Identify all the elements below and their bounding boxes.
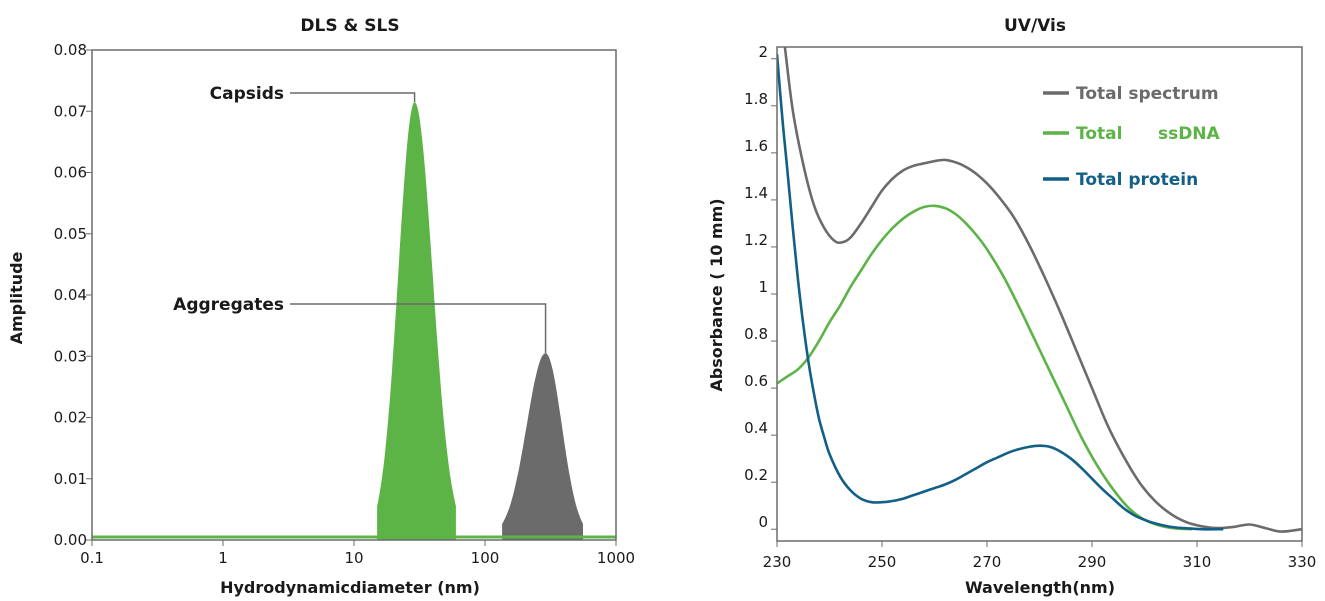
- uvvis-x-tick-label: 270: [973, 553, 1002, 571]
- legend-label-total-spectrum: Total spectrum: [1076, 84, 1219, 104]
- uvvis-x-tick-label: 230: [763, 553, 792, 571]
- dls-series-areas: [377, 102, 583, 540]
- dls-x-tick-label: 100: [471, 549, 500, 567]
- uvvis-y-tick-label: 0.4: [744, 419, 768, 437]
- uvvis-x-tick-label: 290: [1078, 553, 1107, 571]
- dls-sls-chart: DLS & SLS 0.1 1 10 100 1000 0.00 0.01 0.02 0.03…: [7, 16, 635, 597]
- legend-label-total-ssdna: Total ssDNA: [1076, 124, 1221, 144]
- dls-peak-aggregates: [502, 353, 583, 540]
- dls-x-tick-label: 1: [218, 549, 228, 567]
- dls-x-axis-label: Hydrodynamicdiameter (nm): [220, 578, 480, 597]
- dls-x-tick-label: 10: [344, 549, 363, 567]
- dls-y-tick-label: 0.07: [54, 102, 87, 120]
- dls-y-tick-label: 0.00: [54, 531, 87, 549]
- uvvis-y-tick-label: 0.2: [744, 466, 768, 484]
- dls-y-tick-label: 0.01: [54, 470, 87, 488]
- uvvis-y-tick-label: 1.8: [744, 90, 768, 108]
- uvvis-y-tick-label: 0: [758, 513, 768, 531]
- uvvis-y-tick-label: 2: [758, 43, 768, 61]
- dls-y-tick-label: 0.04: [54, 286, 87, 304]
- uvvis-y-tick-label: 1.6: [744, 137, 768, 155]
- uvvis-y-tick-label: 1.4: [744, 184, 768, 202]
- capsids-leader-line: [290, 93, 415, 102]
- uvvis-chart-title: UV/Vis: [1004, 16, 1066, 36]
- uvvis-y-tick-label: 1.2: [744, 231, 768, 249]
- dls-y-ticks: 0.00 0.01 0.02 0.03 0.04 0.05 0.06 0.07 0.08: [54, 41, 92, 549]
- uvvis-x-tick-label: 310: [1183, 553, 1212, 571]
- dls-x-tick-label: 1000: [597, 549, 635, 567]
- uvvis-y-tick-label: 1: [758, 278, 768, 296]
- uvvis-y-tick-label: 0.6: [744, 372, 768, 390]
- uvvis-x-tick-label: 330: [1288, 553, 1317, 571]
- uvvis-y-axis-label: Absorbance ( 10 mm): [707, 198, 726, 391]
- dls-y-axis-label: Amplitude: [7, 251, 26, 344]
- dls-chart-title: DLS & SLS: [300, 16, 399, 36]
- aggregates-label: Aggregates: [173, 295, 284, 315]
- uvvis-y-ticks: 0 0.2 0.4 0.6 0.8 1 1.2 1.4 1.6 1.8 2: [744, 43, 777, 531]
- dls-y-tick-label: 0.08: [54, 41, 87, 59]
- dls-y-tick-label: 0.05: [54, 225, 87, 243]
- legend-label-total-protein: Total protein: [1076, 170, 1198, 190]
- uvvis-x-tick-label: 250: [868, 553, 897, 571]
- dls-y-tick-label: 0.03: [54, 347, 87, 365]
- capsids-label: Capsids: [210, 84, 284, 104]
- uvvis-plot-frame: [777, 47, 1302, 541]
- uvvis-line-total-ssdna: [777, 206, 1192, 529]
- uvvis-line-total-spectrum: [785, 47, 1302, 532]
- dls-x-tick-label: 0.1: [80, 549, 104, 567]
- dls-annotations: Capsids Aggregates: [173, 84, 545, 353]
- uvvis-x-ticks: 230 250 270 290 310 330: [763, 541, 1317, 571]
- uvvis-legend: Total spectrum Total ssDNA Total protein: [1043, 84, 1221, 190]
- uvvis-y-tick-label: 0.8: [744, 325, 768, 343]
- uvvis-x-axis-label: Wavelength(nm): [965, 578, 1115, 597]
- dls-y-tick-label: 0.06: [54, 164, 87, 182]
- dls-y-tick-label: 0.02: [54, 409, 87, 427]
- uvvis-series-lines: [777, 47, 1302, 532]
- dls-x-ticks: 0.1 1 10 100 1000: [80, 540, 635, 567]
- dls-peak-capsids: [377, 102, 456, 540]
- uvvis-chart: UV/Vis 230 250 270 290 310 330 0 0.2 0.4 0.6 0.8 1…: [707, 16, 1316, 597]
